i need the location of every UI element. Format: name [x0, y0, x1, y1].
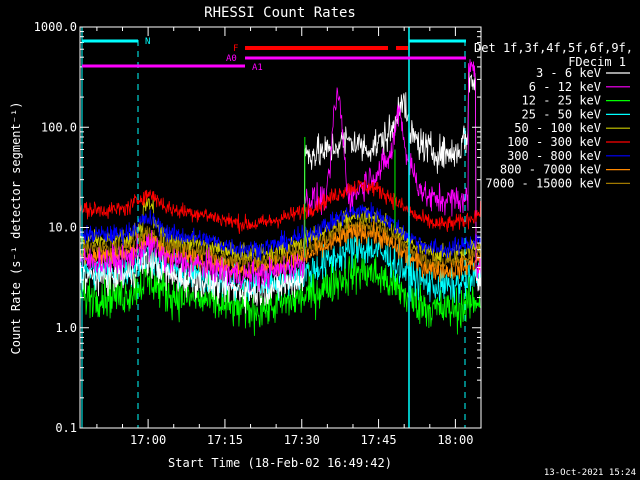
- flag-bars: N FA0 A1: [82, 37, 466, 73]
- x-tick-label: 18:00: [437, 433, 473, 447]
- flag-label-a0: A0: [226, 54, 237, 64]
- legend-entry-3: 25 - 50 keV: [522, 107, 601, 121]
- series-line-4: [79, 195, 482, 264]
- axes-layer: 0.1 1.0 10.0 100.0 1000.0 17:00 17:15 17:30 17:4…: [34, 20, 482, 447]
- legend-entry-8: 7000 - 15000 keV: [485, 176, 601, 190]
- legend-entry-1: 6 - 12 keV: [529, 80, 601, 94]
- x-tick-label: 17:30: [284, 433, 320, 447]
- legend-entry-5: 100 - 300 keV: [507, 135, 601, 149]
- series-line-6: [79, 202, 482, 261]
- x-axis-label: Start Time (18-Feb-02 16:49:42): [168, 456, 392, 470]
- flag-label-f: F: [233, 44, 238, 54]
- x-tick-label: 17:45: [361, 433, 397, 447]
- flag-label-n: N: [145, 37, 150, 47]
- x-tick-label: 17:00: [130, 433, 166, 447]
- legend-entry-0: 3 - 6 keV: [536, 66, 601, 80]
- data-layer: [79, 59, 482, 336]
- legend-title-line-1: Det 1f,3f,4f,5f,6f,9f,: [474, 41, 633, 55]
- legend-entry-4: 50 - 100 keV: [514, 121, 601, 135]
- series-line-1: [79, 59, 482, 293]
- x-tick-label: 17:15: [207, 433, 243, 447]
- chart-title: RHESSI Count Rates: [204, 5, 356, 21]
- y-tick-label: 1.0: [55, 321, 77, 335]
- legend-entry-2: 12 - 25 keV: [522, 94, 601, 108]
- timestamp: 13-Oct-2021 15:24: [544, 468, 636, 478]
- y-tick-label: 0.1: [55, 421, 77, 435]
- y-axis-label: Count Rate (s⁻¹ detector segment⁻¹): [9, 102, 23, 355]
- series-line-0: [79, 68, 482, 314]
- legend-title-line-2: FDecim 1: [568, 55, 626, 69]
- series-line-5: [79, 179, 482, 234]
- y-tick-label: 100.0: [41, 120, 77, 134]
- flag-label-a1: A1: [252, 63, 263, 73]
- y-tick-label: 1000.0: [34, 20, 77, 34]
- legend-entry-6: 300 - 800 keV: [507, 149, 601, 163]
- y-tick-label: 10.0: [48, 221, 77, 235]
- legend-entry-7: 800 - 7000 keV: [500, 163, 601, 177]
